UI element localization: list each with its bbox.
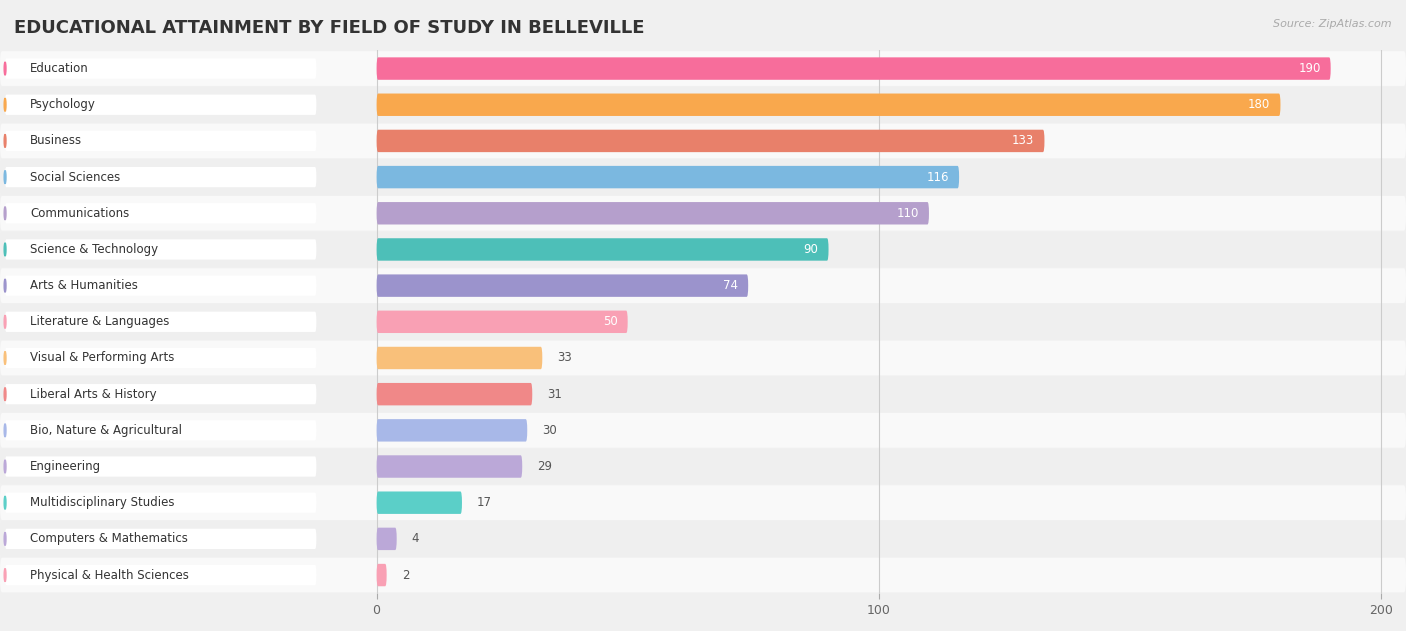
Text: Bio, Nature & Agricultural: Bio, Nature & Agricultural xyxy=(30,424,183,437)
Text: Psychology: Psychology xyxy=(30,98,96,111)
Text: 4: 4 xyxy=(412,533,419,545)
FancyBboxPatch shape xyxy=(0,413,1406,448)
Circle shape xyxy=(4,243,6,256)
Text: 30: 30 xyxy=(543,424,557,437)
Text: 190: 190 xyxy=(1298,62,1320,75)
FancyBboxPatch shape xyxy=(377,202,929,225)
Circle shape xyxy=(4,569,6,582)
FancyBboxPatch shape xyxy=(0,521,1406,557)
FancyBboxPatch shape xyxy=(6,239,316,259)
Circle shape xyxy=(4,351,6,365)
Text: 180: 180 xyxy=(1249,98,1271,111)
FancyBboxPatch shape xyxy=(377,347,543,369)
Circle shape xyxy=(4,134,6,148)
Text: Communications: Communications xyxy=(30,207,129,220)
FancyBboxPatch shape xyxy=(377,274,748,297)
Text: 29: 29 xyxy=(537,460,553,473)
Text: Multidisciplinary Studies: Multidisciplinary Studies xyxy=(30,496,174,509)
FancyBboxPatch shape xyxy=(6,59,316,79)
FancyBboxPatch shape xyxy=(377,130,1045,152)
FancyBboxPatch shape xyxy=(0,196,1406,231)
FancyBboxPatch shape xyxy=(6,420,316,440)
Circle shape xyxy=(4,460,6,473)
Circle shape xyxy=(4,316,6,328)
FancyBboxPatch shape xyxy=(0,377,1406,411)
Circle shape xyxy=(4,170,6,184)
Text: Source: ZipAtlas.com: Source: ZipAtlas.com xyxy=(1274,19,1392,29)
FancyBboxPatch shape xyxy=(6,95,316,115)
Text: Literature & Languages: Literature & Languages xyxy=(30,316,170,328)
FancyBboxPatch shape xyxy=(377,239,828,261)
Text: 2: 2 xyxy=(402,569,409,582)
Circle shape xyxy=(4,98,6,111)
FancyBboxPatch shape xyxy=(377,492,463,514)
Circle shape xyxy=(4,533,6,545)
FancyBboxPatch shape xyxy=(6,312,316,332)
FancyBboxPatch shape xyxy=(6,384,316,404)
Circle shape xyxy=(4,387,6,401)
FancyBboxPatch shape xyxy=(377,456,522,478)
Text: 33: 33 xyxy=(557,351,572,365)
Circle shape xyxy=(4,62,6,75)
Text: 90: 90 xyxy=(804,243,818,256)
Text: Science & Technology: Science & Technology xyxy=(30,243,159,256)
FancyBboxPatch shape xyxy=(377,528,396,550)
FancyBboxPatch shape xyxy=(0,341,1406,375)
FancyBboxPatch shape xyxy=(377,383,533,405)
FancyBboxPatch shape xyxy=(377,310,627,333)
Text: 110: 110 xyxy=(897,207,920,220)
Text: Arts & Humanities: Arts & Humanities xyxy=(30,279,138,292)
Text: Liberal Arts & History: Liberal Arts & History xyxy=(30,387,156,401)
Text: Computers & Mathematics: Computers & Mathematics xyxy=(30,533,188,545)
FancyBboxPatch shape xyxy=(6,529,316,549)
Text: Physical & Health Sciences: Physical & Health Sciences xyxy=(30,569,188,582)
Text: EDUCATIONAL ATTAINMENT BY FIELD OF STUDY IN BELLEVILLE: EDUCATIONAL ATTAINMENT BY FIELD OF STUDY… xyxy=(14,19,644,37)
Circle shape xyxy=(4,496,6,509)
Text: Education: Education xyxy=(30,62,89,75)
Text: 116: 116 xyxy=(927,170,949,184)
FancyBboxPatch shape xyxy=(0,87,1406,122)
Text: 74: 74 xyxy=(723,279,738,292)
Text: 133: 133 xyxy=(1012,134,1035,148)
Text: Social Sciences: Social Sciences xyxy=(30,170,121,184)
Text: 31: 31 xyxy=(547,387,562,401)
FancyBboxPatch shape xyxy=(0,160,1406,194)
FancyBboxPatch shape xyxy=(377,93,1281,116)
Text: Business: Business xyxy=(30,134,83,148)
FancyBboxPatch shape xyxy=(6,203,316,223)
FancyBboxPatch shape xyxy=(6,167,316,187)
Text: Visual & Performing Arts: Visual & Performing Arts xyxy=(30,351,174,365)
FancyBboxPatch shape xyxy=(0,558,1406,593)
FancyBboxPatch shape xyxy=(6,565,316,585)
Text: 50: 50 xyxy=(603,316,617,328)
FancyBboxPatch shape xyxy=(377,166,959,188)
FancyBboxPatch shape xyxy=(6,348,316,368)
FancyBboxPatch shape xyxy=(0,51,1406,86)
FancyBboxPatch shape xyxy=(6,493,316,513)
Circle shape xyxy=(4,207,6,220)
Circle shape xyxy=(4,424,6,437)
FancyBboxPatch shape xyxy=(377,419,527,442)
FancyBboxPatch shape xyxy=(0,124,1406,158)
Text: 17: 17 xyxy=(477,496,492,509)
FancyBboxPatch shape xyxy=(377,57,1330,80)
FancyBboxPatch shape xyxy=(0,449,1406,484)
FancyBboxPatch shape xyxy=(6,456,316,476)
Text: Engineering: Engineering xyxy=(30,460,101,473)
FancyBboxPatch shape xyxy=(0,232,1406,267)
FancyBboxPatch shape xyxy=(0,304,1406,339)
FancyBboxPatch shape xyxy=(0,485,1406,520)
Circle shape xyxy=(4,279,6,292)
FancyBboxPatch shape xyxy=(377,564,387,586)
FancyBboxPatch shape xyxy=(6,131,316,151)
FancyBboxPatch shape xyxy=(0,268,1406,303)
FancyBboxPatch shape xyxy=(6,276,316,296)
